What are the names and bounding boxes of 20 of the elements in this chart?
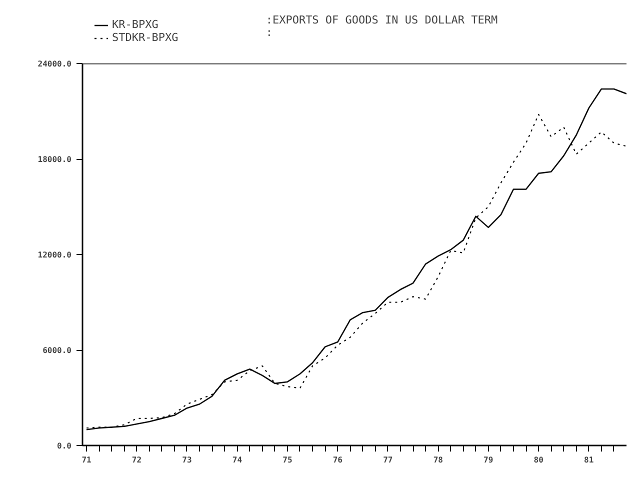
x-tick-label: 72 (132, 456, 142, 464)
x-tick-label: 80 (534, 456, 544, 464)
y-tick-label: 12000.0 (38, 250, 72, 260)
x-tick-label: 81 (584, 456, 594, 464)
y-tick-label: 0.0 (57, 442, 72, 450)
x-tick-label: 76 (332, 456, 343, 464)
legend-label: KR-BPXG (112, 18, 158, 31)
chart-title: :EXPORTS OF GOODS IN US DOLLAR TERM (266, 14, 498, 27)
x-tick-label: 73 (182, 456, 192, 464)
x-tick-label: 75 (282, 456, 292, 464)
x-tick-label: 79 (484, 456, 494, 464)
legend-label: STDKR-BPXG (112, 31, 178, 44)
text: : (266, 26, 272, 39)
y-tick-label: 18000.0 (38, 155, 72, 164)
y-tick-label: 6000.0 (42, 346, 72, 355)
x-tick-label: 78 (433, 456, 444, 464)
y-tick-label: 24000.0 (38, 60, 72, 68)
x-tick-label: 74 (232, 456, 242, 464)
x-tick-label: 77 (383, 456, 393, 464)
x-tick-label: 71 (82, 456, 92, 464)
